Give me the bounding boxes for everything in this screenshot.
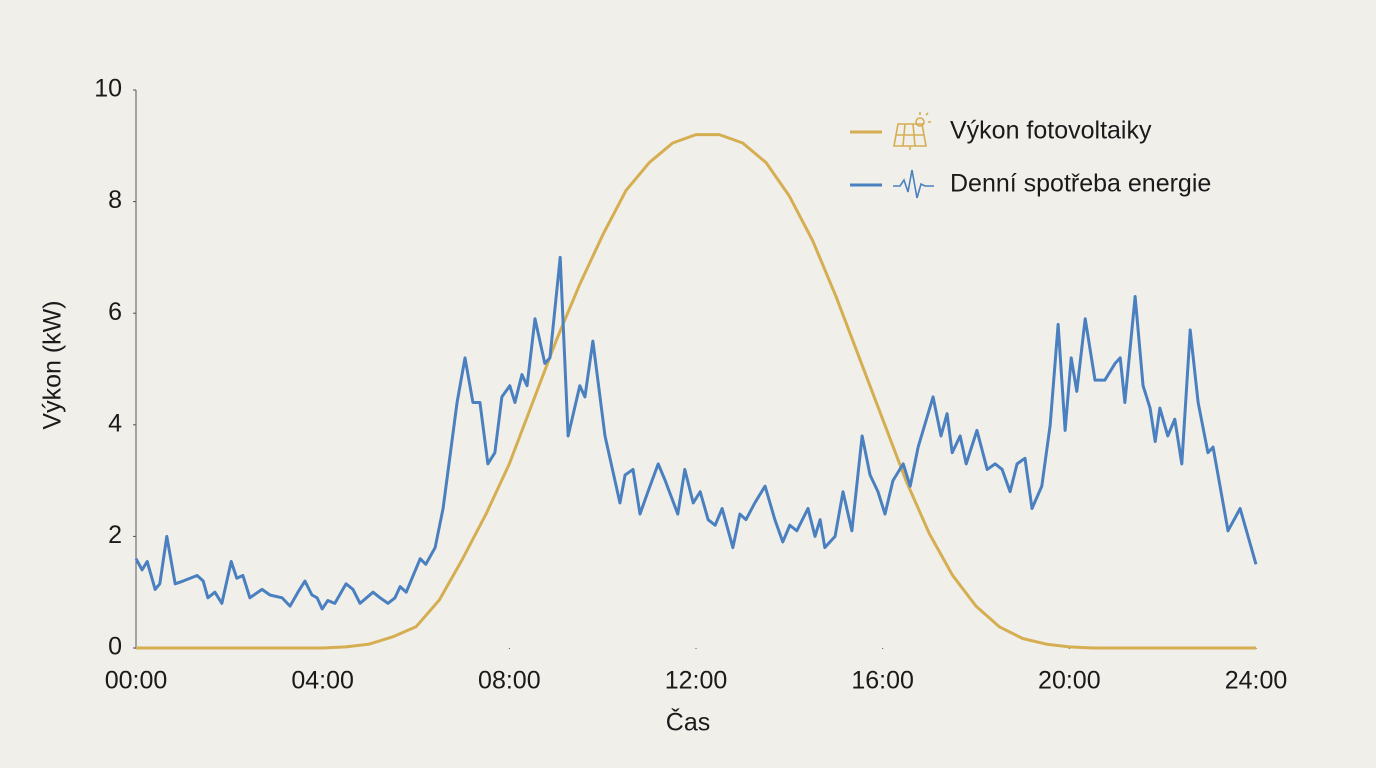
- x-tick-label: 16:00: [851, 667, 914, 695]
- x-tick-label: 08:00: [478, 667, 541, 695]
- x-tick-label: 12:00: [665, 667, 728, 695]
- solar-icon: [893, 112, 931, 150]
- y-tick-label: 0: [108, 633, 122, 661]
- x-tick-label: 20:00: [1038, 667, 1101, 695]
- series-line: [136, 133, 1256, 650]
- series-line: [134, 255, 1258, 611]
- x-tick-label: 24:00: [1225, 667, 1288, 695]
- y-tick-label: 10: [94, 75, 122, 103]
- legend-icons: [893, 112, 934, 199]
- legend-label: Výkon fotovoltaiky: [950, 117, 1152, 145]
- x-tick-label: 04:00: [291, 667, 354, 695]
- legend-label: Denní spotřeba energie: [950, 170, 1211, 198]
- y-axis-label: Výkon (kW): [39, 300, 67, 429]
- y-tick-label: 8: [108, 186, 122, 214]
- y-tick-label: 2: [108, 521, 122, 549]
- y-tick-label: 6: [108, 298, 122, 326]
- y-tick-label: 4: [108, 409, 122, 437]
- x-tick-label: 00:00: [105, 667, 168, 695]
- load-icon: [893, 169, 934, 199]
- x-axis-label: Čas: [666, 708, 710, 737]
